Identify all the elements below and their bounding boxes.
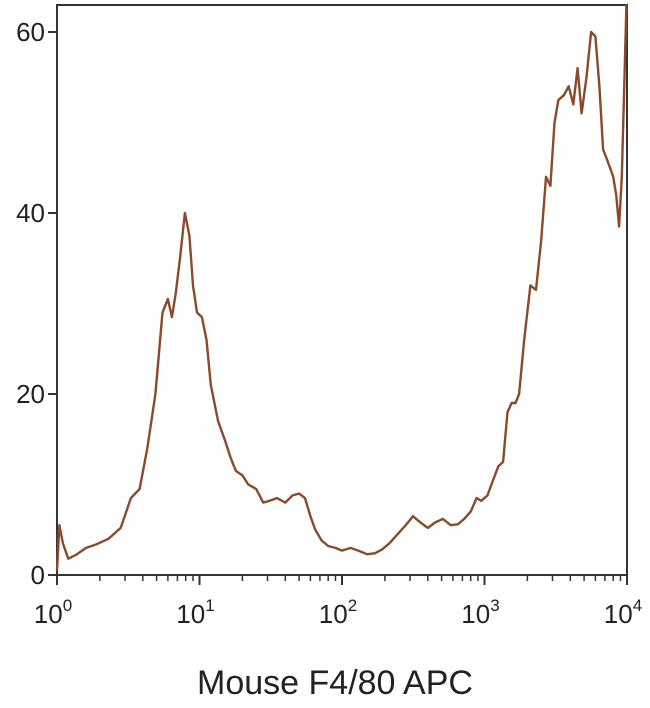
x-tick-label: 101 bbox=[176, 596, 214, 629]
x-axis-label: Mouse F4/80 APC bbox=[197, 664, 473, 702]
y-tick-label: 0 bbox=[31, 560, 45, 590]
histogram-line bbox=[55, 4, 628, 571]
y-tick-label: 40 bbox=[16, 198, 45, 228]
x-tick-label: 102 bbox=[319, 596, 357, 629]
x-tick-label: 100 bbox=[34, 596, 72, 629]
y-tick-label: 60 bbox=[16, 17, 45, 47]
x-tick-label: 103 bbox=[461, 596, 499, 629]
x-axis: 100 101 102 103 104 bbox=[34, 575, 642, 629]
y-axis: 0 20 40 60 bbox=[16, 17, 57, 590]
x-tick-label: 104 bbox=[604, 596, 642, 629]
y-tick-label: 20 bbox=[16, 379, 45, 409]
plot-frame bbox=[56, 4, 628, 576]
